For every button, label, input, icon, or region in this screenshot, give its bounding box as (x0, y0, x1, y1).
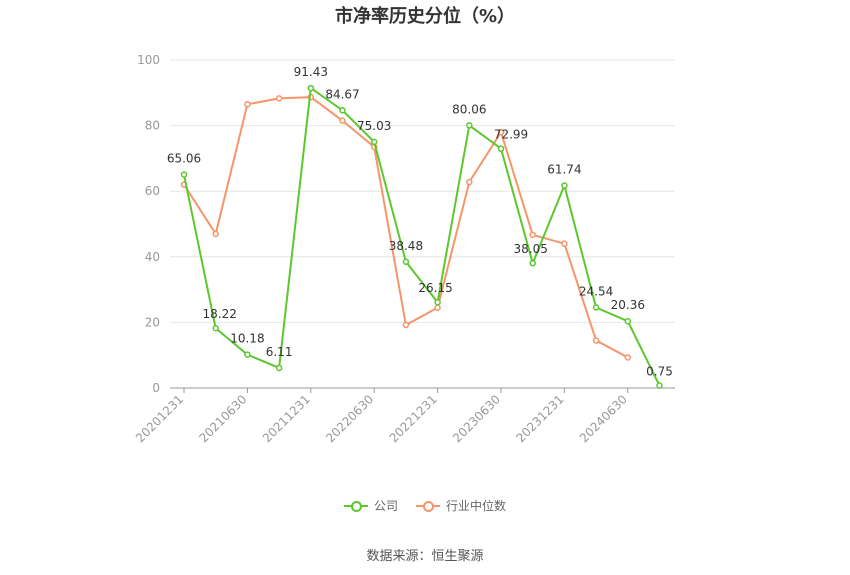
data-label-20211231: 91.43 (294, 65, 328, 79)
data-label-20240630: 20.36 (611, 298, 645, 312)
legend-item-company[interactable]: 公司 (343, 497, 398, 514)
data-label-20220331: 84.67 (325, 87, 359, 101)
x-tick-label-20220630: 20220630 (323, 392, 376, 445)
series-line-industry-median (183, 96, 629, 359)
industry-median-point-20220331 (339, 117, 346, 124)
company-point-20220630 (370, 138, 378, 146)
series-line-company (183, 87, 661, 386)
data-label-20230930: 38.05 (514, 242, 548, 256)
series-layer (180, 84, 663, 389)
y-tick-label-0: 0 (152, 381, 160, 395)
company-point-20240331 (592, 304, 600, 311)
legend: 公司 行业中位数 (0, 497, 850, 514)
company-point-20210630 (244, 351, 251, 358)
data-label-20210331: 18.22 (203, 307, 237, 321)
industry-median-point-20210930 (275, 95, 283, 102)
company-point-20231231 (561, 182, 568, 189)
company-point-20220930 (402, 258, 410, 266)
industry-median-point-20231231 (561, 240, 568, 247)
legend-item-industry-median[interactable]: 行业中位数 (416, 497, 506, 514)
industry-median-point-20240331 (592, 337, 600, 344)
y-tick-label-100: 100 (137, 53, 160, 67)
company-point-20230930 (529, 259, 536, 267)
industry-median-point-20221231 (434, 304, 441, 311)
company-point-20211231 (307, 84, 315, 92)
industry-median-point-20230930 (529, 231, 536, 239)
data-label-20210630: 10.18 (230, 332, 264, 346)
y-tick-label-80: 80 (145, 119, 160, 133)
data-label-20220930: 38.48 (389, 239, 423, 253)
company-point-20230331 (466, 122, 473, 129)
legend-swatch-industry-median (416, 500, 440, 512)
legend-label-company: 公司 (373, 499, 398, 513)
chart-title: 市净率历史分位（%） (334, 6, 516, 27)
data-label-20240930: 0.75 (646, 365, 673, 379)
x-tick-label-20230630: 20230630 (450, 392, 503, 445)
company-point-20220331 (339, 107, 346, 114)
company-point-20210331 (212, 324, 219, 332)
x-tick-label-20201231: 20201231 (133, 392, 186, 445)
data-label-20201231: 65.06 (167, 152, 201, 166)
data-label-layer: 65.06 18.22 10.186.11 91.43 84.67 75.03 38.48 2… (167, 65, 673, 378)
data-label-20240331: 24.54 (579, 285, 613, 299)
data-label-20220630: 75.03 (357, 119, 391, 133)
source-note: 数据来源：恒生聚源 (366, 549, 484, 564)
industry-median-point-20230331 (466, 178, 473, 186)
industry-median-point-20240630 (624, 354, 632, 361)
x-tick-label-20211231: 20211231 (260, 392, 313, 445)
company-point-20210930 (275, 364, 283, 372)
data-label-20230331: 80.06 (452, 102, 486, 116)
data-label-20231231: 61.74 (547, 162, 581, 176)
company-point-20201231 (180, 171, 188, 178)
company-point-20221231 (434, 298, 441, 306)
data-label-20230630: 72.99 (494, 128, 528, 142)
x-tick-label-20221231: 20221231 (387, 392, 440, 445)
legend-label-industry-median: 行业中位数 (446, 499, 507, 513)
x-tick-label-20210630: 20210630 (196, 392, 249, 445)
data-label-20221231: 26.15 (418, 281, 452, 295)
industry-median-point-20230630 (497, 128, 505, 136)
company-point-20230630 (497, 145, 505, 152)
company-point-20240930 (656, 382, 663, 389)
data-label-20210930: 6.11 (266, 345, 293, 359)
y-tick-label-40: 40 (145, 250, 160, 264)
x-tick-label-20231231: 20231231 (513, 392, 566, 445)
x-tick-label-20240630: 20240630 (577, 392, 630, 445)
industry-median-point-20210630 (244, 101, 251, 108)
industry-median-point-20220930 (402, 321, 410, 329)
company-point-20240630 (624, 317, 632, 325)
y-tick-label-20: 20 (145, 315, 160, 329)
legend-swatch-company (343, 500, 368, 512)
y-tick-label-60: 60 (145, 184, 160, 198)
industry-median-point-20210331 (212, 230, 219, 238)
